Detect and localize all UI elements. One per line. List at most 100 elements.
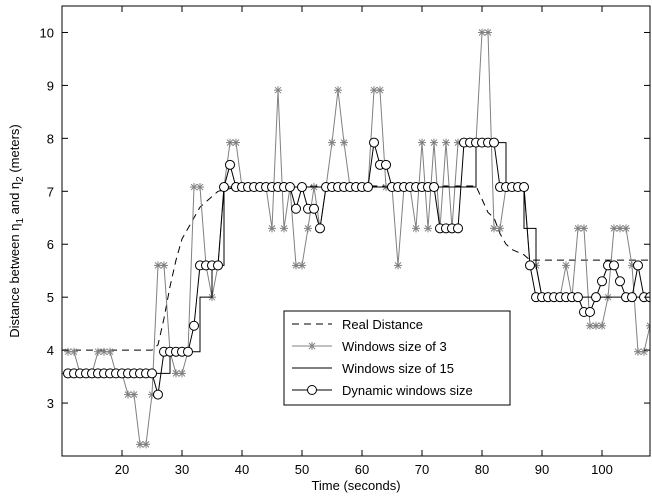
data-point	[130, 390, 138, 399]
data-point	[363, 182, 373, 193]
y-axis: 3 4 5 6 7 8 9 10	[40, 25, 650, 411]
data-point	[598, 321, 606, 330]
data-point	[592, 321, 600, 330]
data-point	[154, 261, 162, 270]
data-point	[309, 203, 319, 214]
data-point	[585, 307, 595, 317]
data-point	[124, 390, 132, 399]
data-point	[280, 224, 288, 233]
y-axis-label-part: Distance between η	[7, 224, 22, 338]
data-point	[291, 203, 301, 214]
data-point	[591, 292, 601, 303]
legend-item: Windows size of 3	[292, 339, 447, 354]
data-point	[525, 260, 535, 271]
data-point	[160, 261, 168, 270]
plot-area-frame	[61, 5, 651, 457]
data-point	[609, 260, 619, 271]
legend-marker	[307, 385, 317, 395]
x-tick-label: 20	[115, 462, 129, 477]
data-point	[213, 260, 223, 271]
data-point	[225, 159, 235, 170]
y-tick-label: 8	[47, 131, 54, 146]
legend: Real Distance Windows size of 3 Windows si…	[283, 310, 511, 406]
data-point	[646, 321, 650, 330]
data-point	[597, 276, 607, 287]
data-point	[640, 347, 648, 356]
y-axis-label-subscript: 1	[15, 218, 26, 224]
data-point	[189, 320, 199, 331]
legend-item: Real Distance	[292, 317, 423, 332]
x-tick-label: 40	[235, 462, 249, 477]
data-point	[142, 440, 150, 449]
y-tick-label: 10	[40, 25, 54, 40]
data-point	[297, 182, 307, 193]
y-tick-label: 9	[47, 78, 54, 93]
data-point	[453, 223, 463, 234]
x-tick-label: 60	[355, 462, 369, 477]
data-point	[369, 137, 379, 148]
x-tick-label: 100	[591, 462, 613, 477]
x-tick-label: 30	[175, 462, 189, 477]
x-tick-label: 90	[535, 462, 549, 477]
data-point	[616, 224, 624, 233]
data-point	[94, 347, 102, 356]
y-axis-label-part: and η	[7, 182, 22, 218]
data-point	[418, 138, 426, 147]
data-point	[442, 138, 450, 147]
y-tick-label: 6	[47, 237, 54, 252]
data-point	[496, 224, 504, 233]
data-point	[394, 261, 402, 270]
data-point	[562, 261, 570, 270]
data-point	[627, 292, 637, 303]
legend-marker	[308, 342, 316, 350]
x-axis-label: Time (seconds)	[311, 478, 400, 493]
data-point	[519, 182, 529, 193]
x-tick-label: 70	[415, 462, 429, 477]
legend-label: Real Distance	[342, 317, 423, 332]
data-point	[178, 369, 186, 378]
data-point	[615, 276, 625, 287]
y-axis-label-subscript: 2	[15, 176, 26, 182]
data-point	[219, 182, 229, 193]
legend-box	[283, 310, 511, 406]
y-tick-label: 5	[47, 290, 54, 305]
data-point	[153, 389, 163, 400]
data-point	[315, 223, 325, 234]
data-point	[381, 159, 391, 170]
data-point	[106, 347, 114, 356]
series-line-real-distance	[62, 185, 650, 351]
legend-item: Windows size of 15	[292, 361, 454, 376]
y-tick-label: 4	[47, 343, 54, 358]
x-axis: 20 30 40 50 60 70 80 90 100	[115, 6, 613, 477]
data-point	[412, 224, 420, 233]
data-point	[298, 261, 306, 270]
y-axis-label-part: (meters)	[7, 124, 22, 176]
data-point	[610, 224, 618, 233]
x-tick-label: 80	[475, 462, 489, 477]
data-point	[304, 224, 312, 233]
data-point	[376, 86, 384, 95]
data-point	[429, 182, 439, 193]
legend-label: Windows size of 3	[342, 339, 447, 354]
series-dynamic-windows-size	[63, 137, 650, 400]
data-point	[484, 28, 492, 37]
data-point	[274, 86, 282, 95]
data-point	[489, 137, 499, 148]
data-point	[334, 86, 342, 95]
data-point	[573, 292, 583, 303]
series-layer	[62, 28, 650, 449]
data-point	[183, 346, 193, 357]
data-point	[622, 224, 630, 233]
data-point	[70, 347, 78, 356]
x-tick-label: 50	[295, 462, 309, 477]
data-point	[268, 224, 276, 233]
legend-label: Windows size of 15	[342, 361, 454, 376]
data-point	[340, 138, 348, 147]
y-axis-label: Distance between η1 and η2 (meters)	[7, 124, 26, 337]
legend-label: Dynamic windows size	[342, 383, 473, 398]
data-point	[285, 182, 295, 193]
data-point	[633, 260, 643, 271]
data-point	[232, 138, 240, 147]
data-point	[196, 183, 204, 192]
y-tick-label: 3	[47, 396, 54, 411]
